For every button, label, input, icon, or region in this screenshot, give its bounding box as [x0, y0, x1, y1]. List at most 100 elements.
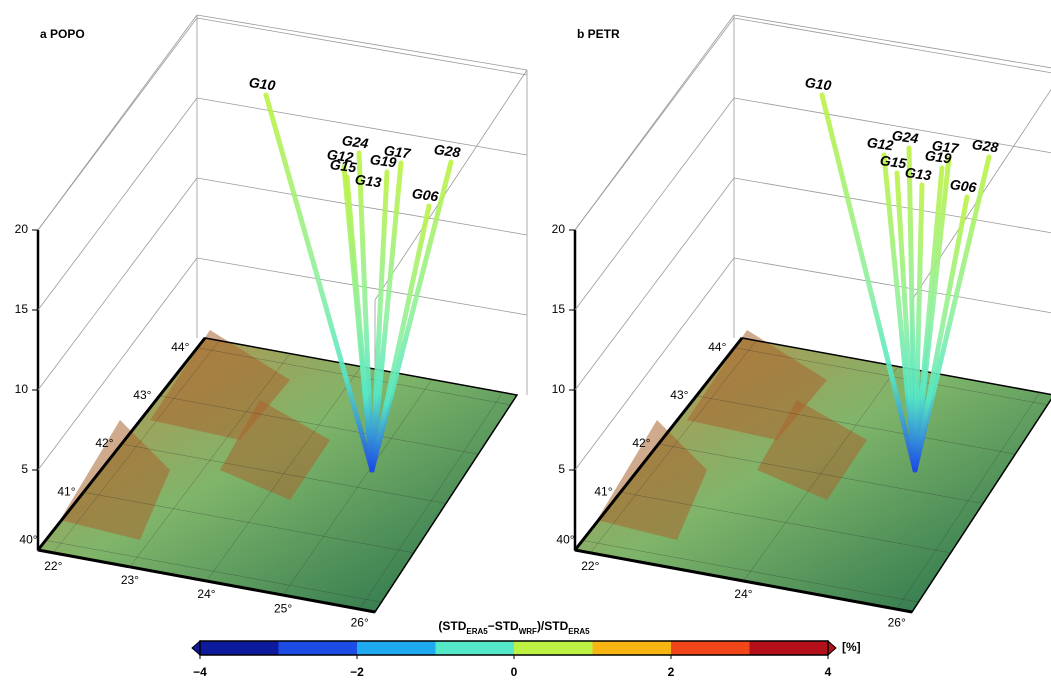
title-part: )/STD	[537, 619, 569, 633]
grid-line	[37, 17, 198, 231]
lat-tick-label: 44°	[171, 340, 189, 354]
satellite-label: G10	[248, 74, 277, 94]
colorbar-tick-label: 4	[825, 665, 832, 679]
colorbar-tick-label: 2	[668, 665, 675, 679]
lon-tick-label: 25°	[274, 601, 292, 615]
colorbar-bin	[592, 641, 671, 655]
z-tick-label: 10	[15, 382, 29, 396]
box-edge	[733, 14, 1051, 69]
lon-tick-label: 22°	[44, 559, 62, 573]
colorbar-arrow	[191, 639, 201, 657]
lat-tick-label: 40°	[556, 533, 574, 547]
panel-title: b PETR	[577, 27, 620, 41]
ray	[344, 174, 375, 473]
satellite-label: G28	[971, 136, 1000, 156]
satellite-label: G13	[354, 171, 383, 191]
ray	[912, 182, 925, 473]
grid-line	[574, 177, 735, 391]
z-tick-label: 15	[15, 302, 29, 316]
ray	[263, 92, 375, 473]
grid-line	[129, 353, 291, 568]
colorbar-tick-label: −2	[350, 665, 364, 679]
title-part: WRF	[519, 627, 537, 636]
mountain	[597, 420, 707, 540]
ray	[819, 92, 918, 473]
colorbar-unit: [%]	[842, 640, 861, 654]
colorbar-bin	[200, 641, 279, 655]
box-edge	[374, 69, 528, 301]
satellite-label: G06	[411, 185, 440, 205]
colorbar-tick-label: −4	[193, 665, 207, 679]
z-tick-label: 15	[552, 302, 566, 316]
title-part: −STD	[488, 619, 519, 633]
lat-tick-label: 43°	[133, 388, 151, 402]
lat-tick-label: 41°	[57, 484, 75, 498]
ray	[894, 170, 918, 473]
grid-line	[37, 257, 198, 471]
mountain	[220, 400, 330, 500]
grid-line	[574, 97, 735, 311]
z-tick-label: 20	[15, 222, 29, 236]
ray	[912, 194, 970, 473]
grid-line	[359, 392, 504, 610]
colorbar-bin	[278, 641, 357, 655]
colorbar-bin	[749, 641, 828, 655]
z-tick-label: 5	[21, 462, 28, 476]
lat-tick-label: 42°	[95, 436, 113, 450]
lat-tick-label: 44°	[708, 340, 726, 354]
satellite-label: G15	[879, 152, 908, 172]
satellite-label: G19	[369, 151, 398, 171]
panel: 5 10 15 20 40° 41° 42° 43° 44° 22° 24° 26° G10 G24G12…	[552, 14, 1051, 629]
lon-tick-label: 26°	[888, 615, 906, 629]
grid-line	[590, 340, 757, 553]
box-edge	[196, 14, 528, 71]
grid-line	[896, 392, 1041, 610]
mountain	[60, 420, 170, 540]
colorbar-bin	[514, 641, 593, 655]
title-part: (STD	[438, 619, 466, 633]
z-tick-label: 10	[552, 382, 566, 396]
lon-tick-label: 26°	[351, 615, 369, 629]
colorbar-bin	[671, 641, 750, 655]
grid-line	[282, 379, 433, 596]
ray	[369, 203, 432, 473]
lat-tick-label: 42°	[632, 436, 650, 450]
satellite-label: G28	[433, 141, 462, 161]
colorbar-bin	[357, 641, 436, 655]
grid-line	[37, 177, 198, 391]
title-part: ERA5	[568, 627, 590, 636]
colorbar-title: (STDERA5−STDWRF)/STDERA5	[438, 619, 590, 635]
grid-line	[206, 366, 362, 582]
satellite-label: G24	[341, 132, 370, 152]
satellite-label: G12	[866, 134, 895, 154]
grid-line	[743, 366, 899, 582]
panel-title: a POPO	[40, 27, 85, 41]
z-tick-label: 5	[558, 462, 565, 476]
grid-line	[733, 97, 1051, 154]
lat-tick-label: 41°	[594, 484, 612, 498]
grid-line	[37, 97, 198, 311]
lat-tick-label: 43°	[670, 388, 688, 402]
z-tick-label: 20	[552, 222, 566, 236]
lon-tick-label: 24°	[197, 587, 215, 601]
lon-tick-label: 23°	[121, 573, 139, 587]
grid-line	[53, 340, 220, 553]
lon-tick-label: 22°	[581, 559, 599, 573]
satellite-label: G24	[891, 127, 920, 147]
lon-tick-label: 24°	[734, 587, 752, 601]
satellite-label: G17	[383, 142, 413, 162]
panel: 5 10 15 20 40° 41° 42° 43° 44° 22° 23° 24° 25° 26° G10…	[15, 14, 528, 629]
satellite-label: G10	[804, 74, 833, 94]
mountain	[757, 400, 867, 500]
grid-line	[196, 97, 528, 156]
grid-line	[574, 17, 735, 231]
satellite-label: G15	[329, 156, 358, 176]
grid-line	[733, 17, 1051, 74]
satellite-label: G12	[326, 146, 355, 166]
title-part: ERA5	[466, 627, 488, 636]
colorbar-arrow	[827, 639, 837, 657]
satellite-label: G13	[904, 164, 933, 184]
satellite-label: G06	[949, 176, 978, 196]
grid-line	[196, 17, 528, 76]
